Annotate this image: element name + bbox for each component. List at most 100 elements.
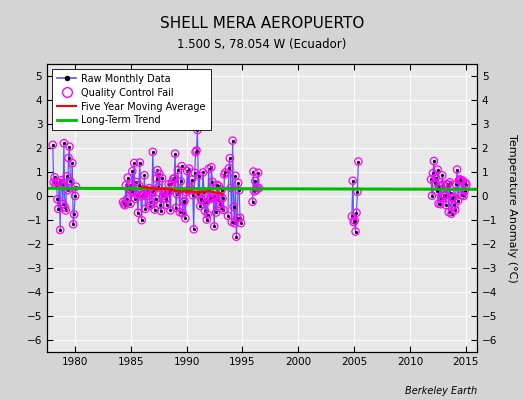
Point xyxy=(68,160,77,166)
Point xyxy=(147,199,155,205)
Point xyxy=(122,182,130,188)
Point xyxy=(52,179,61,185)
Point xyxy=(199,169,207,176)
Point xyxy=(132,179,140,185)
Point xyxy=(226,155,234,161)
Point xyxy=(121,202,129,208)
Point xyxy=(166,188,174,194)
Point xyxy=(124,186,133,192)
Point xyxy=(137,217,146,224)
Point xyxy=(154,184,162,190)
Point xyxy=(149,149,157,155)
Point xyxy=(212,209,220,216)
Point xyxy=(236,214,244,221)
Point xyxy=(230,220,238,226)
Point xyxy=(178,210,187,216)
Point xyxy=(62,173,71,180)
Point xyxy=(174,188,183,194)
Point xyxy=(227,219,236,225)
Point xyxy=(167,181,176,188)
Point xyxy=(160,190,168,197)
Point xyxy=(60,140,68,146)
Point xyxy=(228,138,237,144)
Point xyxy=(179,199,188,205)
Point xyxy=(61,204,69,210)
Point xyxy=(205,196,214,202)
Point xyxy=(438,172,446,179)
Point xyxy=(436,201,444,207)
Point xyxy=(351,217,359,224)
Point xyxy=(184,187,192,193)
Point xyxy=(53,196,62,202)
Point xyxy=(443,181,451,188)
Point xyxy=(231,172,239,179)
Point xyxy=(61,204,69,210)
Point xyxy=(215,201,224,207)
Point xyxy=(432,188,441,195)
Point xyxy=(124,186,133,192)
Point xyxy=(353,188,362,195)
Point xyxy=(148,189,156,195)
Point xyxy=(180,198,189,204)
Point xyxy=(143,187,151,194)
Point xyxy=(120,201,128,207)
Point xyxy=(216,205,225,212)
Point xyxy=(199,169,207,176)
Point xyxy=(190,170,199,176)
Point xyxy=(150,206,159,213)
Point xyxy=(235,187,243,194)
Point xyxy=(191,149,200,155)
Point xyxy=(449,194,457,200)
Point xyxy=(186,184,194,191)
Point xyxy=(131,196,139,202)
Point xyxy=(64,155,73,161)
Point xyxy=(230,204,238,210)
Point xyxy=(435,183,444,189)
Point xyxy=(221,169,230,176)
Point xyxy=(136,159,144,166)
Point xyxy=(353,188,362,195)
Point xyxy=(234,180,243,186)
Point xyxy=(444,209,453,215)
Point xyxy=(450,202,458,209)
Point xyxy=(248,198,257,205)
Point xyxy=(444,182,452,188)
Point xyxy=(451,206,460,213)
Point xyxy=(150,206,159,213)
Point xyxy=(252,187,260,193)
Point xyxy=(157,208,166,214)
Point xyxy=(209,194,217,201)
Point xyxy=(200,189,208,195)
Point xyxy=(253,184,261,191)
Point xyxy=(126,200,135,207)
Point xyxy=(161,188,169,194)
Point xyxy=(219,195,227,201)
Point xyxy=(232,234,241,240)
Point xyxy=(457,192,466,198)
Point xyxy=(63,187,72,193)
Point xyxy=(430,158,438,164)
Point xyxy=(250,188,258,194)
Point xyxy=(201,208,209,214)
Point xyxy=(235,187,243,194)
Point xyxy=(129,189,137,196)
Point xyxy=(206,195,215,202)
Point xyxy=(176,209,184,216)
Point xyxy=(165,181,173,188)
Text: 1.500 S, 78.054 W (Ecuador): 1.500 S, 78.054 W (Ecuador) xyxy=(177,38,347,51)
Point xyxy=(436,201,444,207)
Point xyxy=(59,201,67,208)
Point xyxy=(196,203,204,209)
Point xyxy=(213,182,221,188)
Point xyxy=(127,188,136,195)
Point xyxy=(198,197,206,204)
Point xyxy=(152,176,161,182)
Point xyxy=(61,207,70,214)
Point xyxy=(220,207,228,213)
Point xyxy=(231,172,239,179)
Point xyxy=(168,178,177,185)
Point xyxy=(163,190,172,196)
Point xyxy=(248,198,257,205)
Point xyxy=(69,221,78,228)
Point xyxy=(171,150,179,157)
